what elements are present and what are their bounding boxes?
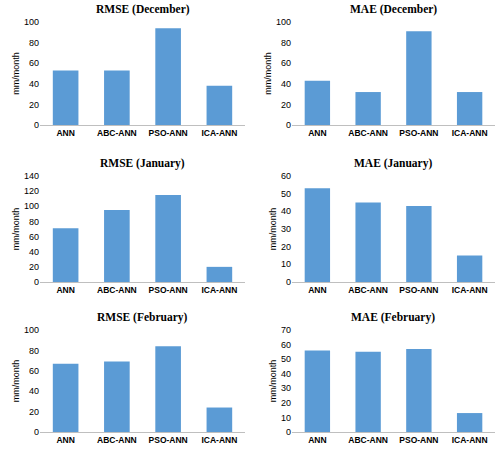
svg-text:40: 40 xyxy=(29,247,39,257)
svg-text:ANN: ANN xyxy=(308,285,326,295)
svg-text:mm/month: mm/month xyxy=(11,52,21,95)
svg-text:40: 40 xyxy=(29,386,39,396)
svg-text:100: 100 xyxy=(24,201,39,211)
svg-text:PSO-ANN: PSO-ANN xyxy=(149,285,188,295)
svg-text:ANN: ANN xyxy=(56,285,74,295)
svg-text:0: 0 xyxy=(34,427,39,437)
svg-text:PSO-ANN: PSO-ANN xyxy=(399,285,438,295)
svg-text:30: 30 xyxy=(281,383,291,393)
svg-text:40: 40 xyxy=(281,369,291,379)
svg-text:ICA-ANN: ICA-ANN xyxy=(452,285,488,295)
svg-text:60: 60 xyxy=(29,232,39,242)
svg-text:60: 60 xyxy=(29,366,39,376)
svg-text:20: 20 xyxy=(281,242,291,252)
svg-text:0: 0 xyxy=(34,120,39,130)
svg-text:0: 0 xyxy=(286,427,291,437)
svg-text:60: 60 xyxy=(29,58,39,68)
svg-text:RMSE (December): RMSE (December) xyxy=(96,3,190,16)
svg-text:ABC-ANN: ABC-ANN xyxy=(348,128,388,138)
svg-text:MAE (December): MAE (December) xyxy=(350,3,437,16)
svg-text:mm/month: mm/month xyxy=(11,208,21,251)
svg-text:MAE (January): MAE (January) xyxy=(354,157,432,170)
svg-text:80: 80 xyxy=(281,38,291,48)
svg-text:0: 0 xyxy=(286,120,291,130)
svg-text:0: 0 xyxy=(286,277,291,287)
svg-text:10: 10 xyxy=(281,259,291,269)
svg-text:40: 40 xyxy=(281,79,291,89)
svg-text:ANN: ANN xyxy=(308,128,326,138)
svg-text:80: 80 xyxy=(29,217,39,227)
svg-text:PSO-ANN: PSO-ANN xyxy=(149,435,188,445)
svg-text:ANN: ANN xyxy=(56,435,74,445)
svg-text:MAE (February): MAE (February) xyxy=(351,311,435,324)
svg-text:20: 20 xyxy=(29,262,39,272)
svg-text:20: 20 xyxy=(281,398,291,408)
svg-text:100: 100 xyxy=(276,17,291,27)
svg-text:PSO-ANN: PSO-ANN xyxy=(149,128,188,138)
svg-text:ICA-ANN: ICA-ANN xyxy=(201,285,237,295)
svg-text:60: 60 xyxy=(281,171,291,181)
svg-text:ANN: ANN xyxy=(308,435,326,445)
svg-text:70: 70 xyxy=(281,325,291,335)
svg-text:ICA-ANN: ICA-ANN xyxy=(452,128,488,138)
svg-text:40: 40 xyxy=(29,79,39,89)
svg-text:20: 20 xyxy=(29,100,39,110)
svg-text:20: 20 xyxy=(29,407,39,417)
svg-text:ICA-ANN: ICA-ANN xyxy=(201,128,237,138)
svg-text:80: 80 xyxy=(29,38,39,48)
svg-text:30: 30 xyxy=(281,224,291,234)
svg-text:60: 60 xyxy=(281,58,291,68)
svg-text:mm/month: mm/month xyxy=(268,360,278,403)
svg-text:ABC-ANN: ABC-ANN xyxy=(348,285,388,295)
svg-text:80: 80 xyxy=(29,346,39,356)
svg-text:50: 50 xyxy=(281,354,291,364)
svg-text:ANN: ANN xyxy=(56,128,74,138)
svg-text:100: 100 xyxy=(24,17,39,27)
svg-text:100: 100 xyxy=(24,325,39,335)
svg-text:mm/month: mm/month xyxy=(263,52,273,95)
svg-text:ABC-ANN: ABC-ANN xyxy=(348,435,388,445)
svg-text:20: 20 xyxy=(281,100,291,110)
svg-text:10: 10 xyxy=(281,413,291,423)
svg-text:50: 50 xyxy=(281,189,291,199)
svg-text:PSO-ANN: PSO-ANN xyxy=(399,128,438,138)
svg-text:60: 60 xyxy=(281,340,291,350)
svg-text:mm/month: mm/month xyxy=(268,208,278,251)
svg-text:PSO-ANN: PSO-ANN xyxy=(399,435,438,445)
svg-text:ICA-ANN: ICA-ANN xyxy=(201,435,237,445)
svg-text:ABC-ANN: ABC-ANN xyxy=(97,435,137,445)
svg-text:120: 120 xyxy=(24,186,39,196)
svg-text:ABC-ANN: ABC-ANN xyxy=(97,285,137,295)
svg-text:140: 140 xyxy=(24,171,39,181)
svg-text:RMSE (January): RMSE (January) xyxy=(100,157,185,170)
svg-text:RMSE (February): RMSE (February) xyxy=(97,311,188,324)
svg-text:mm/month: mm/month xyxy=(11,360,21,403)
svg-text:ICA-ANN: ICA-ANN xyxy=(452,435,488,445)
svg-text:40: 40 xyxy=(281,206,291,216)
svg-text:ABC-ANN: ABC-ANN xyxy=(97,128,137,138)
svg-text:0: 0 xyxy=(34,277,39,287)
